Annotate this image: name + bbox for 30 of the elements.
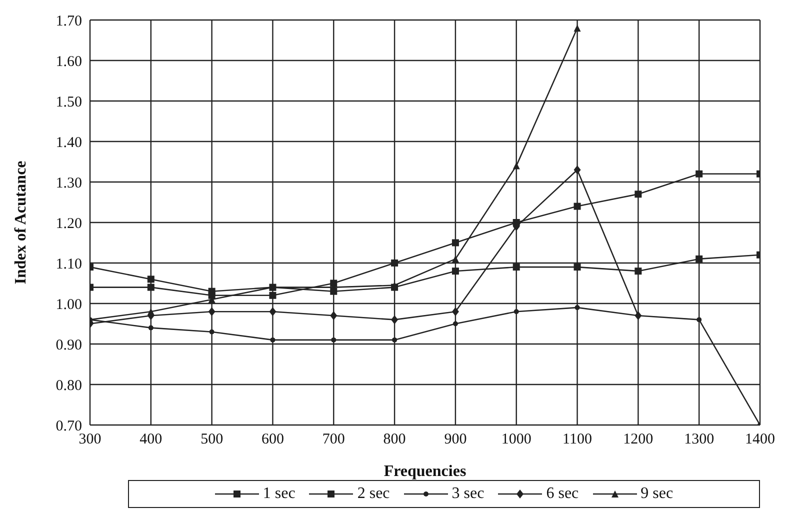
y-tick-label: 1.10 <box>56 256 82 272</box>
x-tick-label: 1100 <box>562 432 592 448</box>
y-tick-label: 0.90 <box>56 337 82 354</box>
y-tick-label: 1.70 <box>56 13 82 30</box>
legend-label: 2 sec <box>357 485 390 503</box>
x-tick-label: 1400 <box>745 432 775 448</box>
y-tick-label: 1.50 <box>56 94 82 110</box>
y-tick-label: 1.00 <box>56 296 82 313</box>
x-tick-label: 300 <box>78 432 102 448</box>
y-tick-label: 0.70 <box>56 418 82 434</box>
x-tick-label: 1300 <box>684 432 714 448</box>
y-tick-label: 1.20 <box>56 216 82 232</box>
y-tick-label: 0.80 <box>56 378 82 394</box>
x-tick-label: 400 <box>140 432 162 448</box>
y-axis-title: Index of Acutance <box>12 160 30 284</box>
x-tick-label: 800 <box>383 432 406 448</box>
y-tick-label: 1.40 <box>56 134 82 151</box>
x-tick-label: 500 <box>200 432 224 448</box>
legend-label: 9 sec <box>640 485 674 503</box>
x-tick-label: 600 <box>261 432 284 448</box>
x-axis-title: Frequencies <box>384 463 466 480</box>
y-tick-label: 1.60 <box>56 54 82 70</box>
legend-label: 6 sec <box>546 485 579 503</box>
legend-label: 1 sec <box>262 485 296 503</box>
x-tick-label: 1000 <box>501 432 532 448</box>
legend-label: 3 sec <box>452 485 484 503</box>
x-tick-label: 900 <box>444 432 467 448</box>
x-tick-label: 700 <box>322 432 345 448</box>
y-tick-label: 1.30 <box>56 175 82 192</box>
x-tick-label: 1200 <box>623 432 654 448</box>
